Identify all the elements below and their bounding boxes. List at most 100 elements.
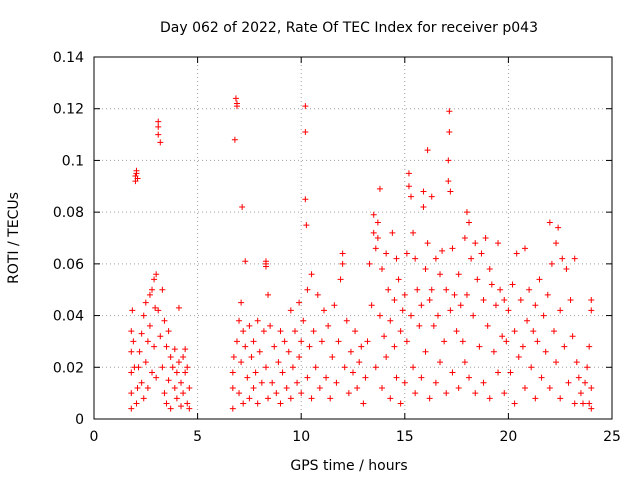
- data-point-plus: [238, 299, 245, 306]
- data-point-plus: [252, 369, 259, 376]
- data-point-plus: [443, 286, 450, 293]
- data-point-plus: [536, 276, 543, 283]
- data-point-plus: [303, 222, 310, 229]
- data-point-plus: [142, 359, 149, 366]
- plot-frame: [93, 56, 613, 420]
- data-point-plus: [182, 369, 189, 376]
- data-point-plus: [167, 353, 174, 360]
- data-point-plus: [468, 255, 475, 262]
- data-point-plus: [368, 302, 375, 309]
- data-point-plus: [521, 245, 528, 252]
- data-point-plus: [501, 390, 508, 397]
- data-point-plus: [472, 240, 479, 247]
- data-point-plus: [133, 170, 140, 177]
- data-point-plus: [134, 175, 141, 182]
- data-point-plus: [372, 245, 379, 252]
- data-point-plus: [360, 400, 367, 407]
- data-point-plus: [441, 338, 448, 345]
- data-point-plus: [230, 353, 237, 360]
- data-point-plus: [159, 286, 166, 293]
- data-point-plus: [437, 359, 444, 366]
- data-point-plus: [432, 379, 439, 386]
- data-point-plus: [565, 379, 572, 386]
- data-point-plus: [173, 395, 180, 402]
- data-point-plus: [397, 328, 404, 335]
- data-point-plus: [175, 359, 182, 366]
- data-point-plus: [135, 364, 142, 371]
- data-point-plus: [333, 379, 340, 386]
- data-point-plus: [495, 369, 502, 376]
- grid-lines: [94, 57, 612, 419]
- data-point-plus: [534, 338, 541, 345]
- data-point-plus: [153, 271, 160, 278]
- data-point-plus: [161, 317, 168, 324]
- data-point-plus: [451, 291, 458, 298]
- data-point-plus: [128, 369, 135, 376]
- x-tick-label: 15: [396, 429, 414, 445]
- data-point-plus: [152, 304, 159, 311]
- data-point-plus: [561, 343, 568, 350]
- data-point-plus: [503, 338, 510, 345]
- data-point-plus: [509, 281, 516, 288]
- data-point-plus: [426, 297, 433, 304]
- data-point-plus: [445, 157, 452, 164]
- data-point-plus: [374, 219, 381, 226]
- data-point-plus: [167, 405, 174, 412]
- data-point-plus: [366, 260, 373, 267]
- data-point-plus: [310, 328, 317, 335]
- data-point-plus: [519, 343, 526, 350]
- data-point-plus: [180, 390, 187, 397]
- data-point-plus: [173, 369, 180, 376]
- data-point-plus: [256, 348, 263, 355]
- data-point-plus: [466, 374, 473, 381]
- data-point-plus: [446, 108, 453, 115]
- data-point-plus: [391, 297, 398, 304]
- data-point-plus: [571, 255, 578, 262]
- data-point-plus: [372, 364, 379, 371]
- data-point-plus: [308, 395, 315, 402]
- x-tick-label: 10: [292, 429, 310, 445]
- y-tick-label: 0.1: [62, 153, 84, 169]
- data-point-plus: [443, 390, 450, 397]
- data-point-plus: [530, 328, 537, 335]
- data-point-plus: [507, 369, 514, 376]
- y-tick-label: 0.14: [53, 50, 84, 66]
- data-point-plus: [134, 384, 141, 391]
- data-point-plus: [136, 348, 143, 355]
- data-point-plus: [410, 364, 417, 371]
- x-tick-label: 25: [603, 429, 621, 445]
- data-point-plus: [327, 395, 334, 402]
- data-point-plus: [492, 302, 499, 309]
- x-tick-label: 20: [499, 429, 517, 445]
- data-point-plus: [364, 338, 371, 345]
- data-point-plus: [418, 302, 425, 309]
- data-point-plus: [233, 338, 240, 345]
- data-point-plus: [283, 384, 290, 391]
- data-point-plus: [446, 128, 453, 135]
- data-point-plus: [304, 374, 311, 381]
- data-point-plus: [588, 307, 595, 314]
- y-tick-label: 0.02: [53, 360, 84, 376]
- data-point-plus: [466, 219, 473, 226]
- data-point-plus: [430, 322, 437, 329]
- data-point-plus: [285, 348, 292, 355]
- data-point-plus: [401, 291, 408, 298]
- data-point-plus: [186, 405, 193, 412]
- y-tick-label: 0: [75, 412, 84, 428]
- data-point-plus: [262, 258, 269, 265]
- data-point-plus: [403, 338, 410, 345]
- data-point-plus: [385, 286, 392, 293]
- data-point-plus: [410, 229, 417, 236]
- data-point-plus: [318, 338, 325, 345]
- data-point-plus: [575, 374, 582, 381]
- data-point-plus: [239, 203, 246, 210]
- data-point-plus: [171, 384, 178, 391]
- data-point-plus: [586, 400, 593, 407]
- data-point-plus: [277, 328, 284, 335]
- data-point-plus: [155, 118, 162, 125]
- data-point-plus: [408, 312, 415, 319]
- data-point-plus: [563, 266, 570, 273]
- data-point-plus: [532, 395, 539, 402]
- data-point-plus: [341, 364, 348, 371]
- data-point-plus: [233, 103, 240, 110]
